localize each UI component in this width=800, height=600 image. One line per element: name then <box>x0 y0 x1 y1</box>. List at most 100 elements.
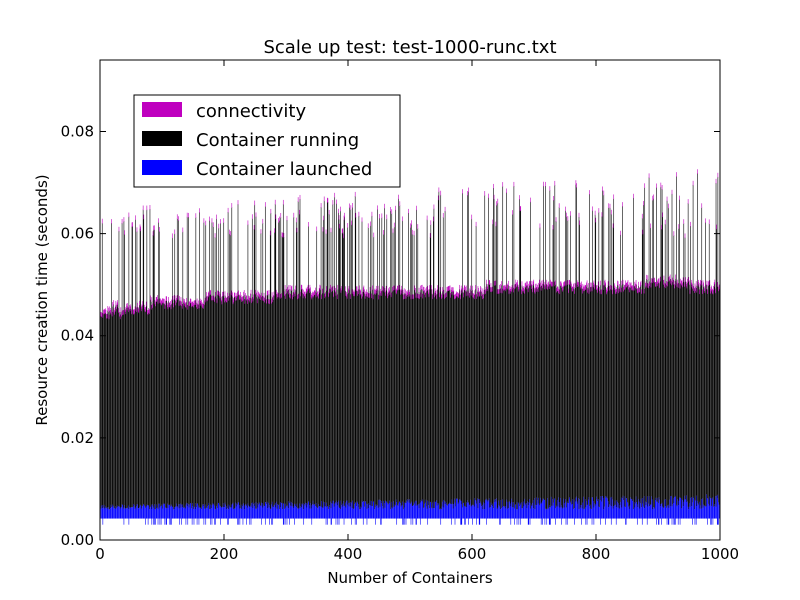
container-launched-bar <box>594 503 595 519</box>
container-running-bar <box>201 303 202 510</box>
connectivity-bar <box>454 294 455 300</box>
container-launched-bar <box>331 503 332 525</box>
container-running-bar <box>464 289 465 506</box>
container-running-bar <box>672 283 674 498</box>
connectivity-bar <box>703 282 704 288</box>
connectivity-bar <box>229 293 231 298</box>
legend-swatch-container-running <box>142 131 182 146</box>
connectivity-bar <box>178 301 180 307</box>
connectivity-bar <box>238 295 240 300</box>
container-running-bar <box>140 310 142 509</box>
container-running-bar <box>537 291 539 504</box>
connectivity-bar <box>650 283 652 288</box>
container-running-bar <box>568 284 570 499</box>
container-launched-bar <box>338 506 340 525</box>
container-running-bar <box>567 220 569 504</box>
container-running-bar <box>555 221 557 506</box>
connectivity-bar <box>400 290 401 295</box>
container-launched-bar <box>104 508 106 519</box>
container-launched-bar <box>463 502 464 519</box>
container-running-bar <box>299 199 301 508</box>
container-launched-bar <box>557 499 558 519</box>
container-running-bar <box>395 209 396 506</box>
container-running-bar <box>182 231 184 508</box>
container-running-bar <box>522 290 523 509</box>
container-launched-bar <box>340 508 341 519</box>
connectivity-bar <box>594 210 596 216</box>
container-launched-bar <box>127 507 128 519</box>
connectivity-bar <box>123 309 124 315</box>
container-running-bar <box>198 304 199 506</box>
container-launched-bar <box>539 505 540 519</box>
connectivity-bar <box>180 300 181 306</box>
container-launched-bar <box>601 501 602 519</box>
container-running-bar <box>398 289 400 502</box>
container-running-bar <box>123 221 125 508</box>
container-launched-bar <box>648 503 649 519</box>
connectivity-bar <box>435 290 437 296</box>
container-launched-bar <box>644 508 646 519</box>
container-launched-bar <box>202 504 203 519</box>
container-running-bar <box>475 225 477 501</box>
container-launched-bar <box>467 500 468 519</box>
container-running-bar <box>620 291 622 498</box>
container-running-bar <box>191 305 193 507</box>
container-running-bar <box>437 289 438 504</box>
connectivity-bar <box>441 294 442 300</box>
container-launched-bar <box>249 507 251 525</box>
connectivity-bar <box>294 291 296 297</box>
container-launched-bar <box>663 507 664 519</box>
container-launched-bar <box>705 506 707 519</box>
connectivity-bar <box>679 195 680 201</box>
connectivity-bar <box>127 303 128 308</box>
container-running-bar <box>592 210 593 498</box>
connectivity-bar <box>467 190 468 196</box>
connectivity-bar <box>603 190 605 196</box>
container-launched-bar <box>282 503 284 525</box>
container-launched-bar <box>566 507 567 519</box>
connectivity-bar <box>583 286 584 292</box>
container-launched-bar <box>475 500 477 519</box>
connectivity-bar <box>323 215 324 221</box>
container-running-bar <box>483 298 484 502</box>
container-launched-bar <box>494 499 495 519</box>
container-running-bar <box>293 216 295 509</box>
connectivity-bar <box>214 233 216 238</box>
container-launched-bar <box>106 508 108 519</box>
container-launched-bar <box>667 505 668 519</box>
container-running-bar <box>253 298 254 505</box>
container-launched-bar <box>684 499 686 519</box>
container-launched-bar <box>191 508 192 519</box>
container-launched-bar <box>530 504 532 519</box>
container-launched-bar <box>406 500 407 519</box>
connectivity-bar <box>468 292 470 298</box>
connectivity-bar <box>572 286 574 291</box>
container-running-bar <box>351 224 352 503</box>
container-launched-bar <box>455 506 456 519</box>
container-launched-bar <box>212 503 214 519</box>
container-launched-bar <box>114 508 115 519</box>
container-launched-bar <box>713 506 714 519</box>
container-running-bar <box>111 223 112 507</box>
container-launched-bar <box>534 498 535 519</box>
container-launched-bar <box>271 501 273 519</box>
container-running-bar <box>129 310 131 508</box>
container-running-bar <box>178 220 179 505</box>
container-running-bar <box>560 285 562 508</box>
connectivity-bar <box>218 223 220 229</box>
connectivity-bar <box>597 281 599 287</box>
container-running-bar <box>494 285 495 500</box>
connectivity-bar <box>258 292 260 298</box>
container-running-bar <box>357 295 358 503</box>
container-launched-bar <box>109 508 111 519</box>
container-running-bar <box>457 296 458 499</box>
container-launched-bar <box>353 508 354 519</box>
container-running-bar <box>497 202 499 508</box>
container-launched-bar <box>227 504 229 519</box>
container-launched-bar <box>136 504 138 519</box>
connectivity-bar <box>268 290 270 295</box>
connectivity-bar <box>635 280 637 285</box>
connectivity-bar <box>676 172 677 177</box>
connectivity-bar <box>672 277 673 283</box>
container-running-bar <box>377 289 379 508</box>
